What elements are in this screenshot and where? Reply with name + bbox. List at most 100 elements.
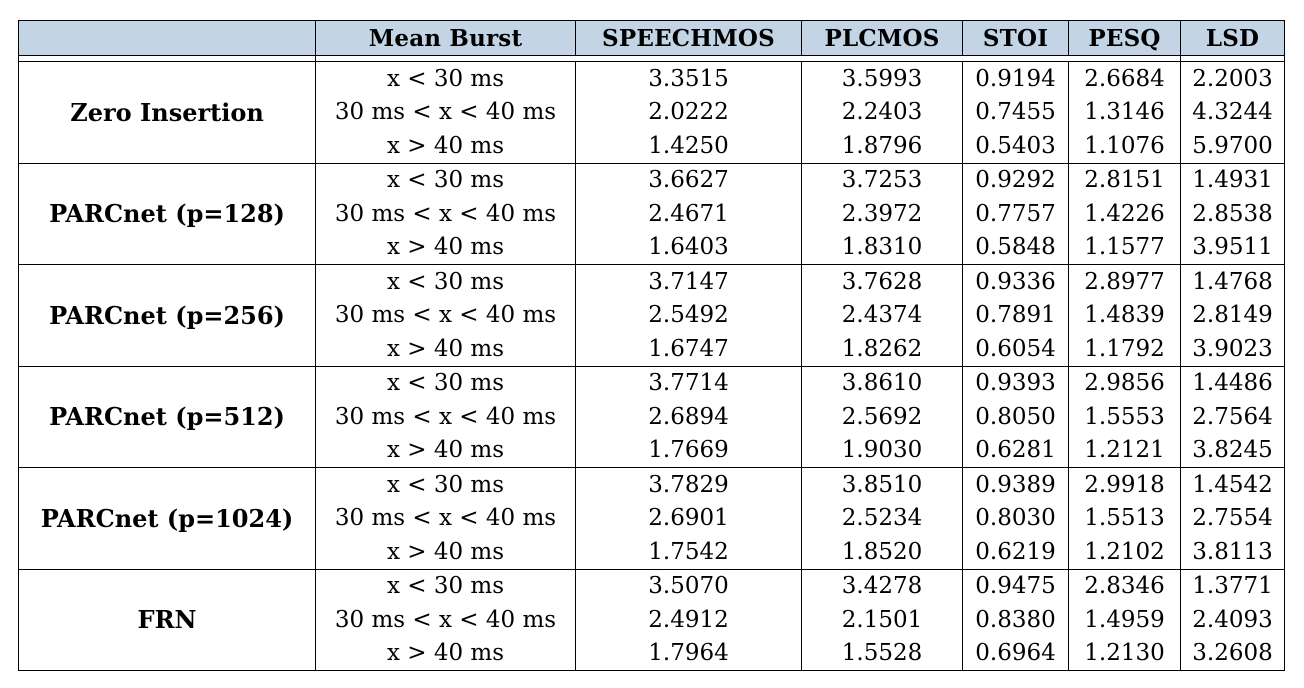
plcmos-cell: 3.7253 (801, 162, 963, 197)
method-name-cell: FRN (18, 568, 316, 671)
header-stoi: STOI (962, 20, 1069, 56)
pesq-cell: 1.3146 (1068, 95, 1181, 129)
speechmos-cell: 2.6894 (575, 400, 802, 434)
stoi-cell: 0.7757 (962, 197, 1069, 231)
pesq-cell: 1.4959 (1068, 603, 1181, 637)
pesq-cell: 1.4226 (1068, 197, 1181, 231)
stoi-cell: 0.6964 (962, 636, 1069, 671)
lsd-cell: 1.4768 (1180, 264, 1285, 299)
table-row: PARCnet (p=1024) x < 30 ms 3.7829 3.8510 0.9… (18, 467, 1285, 570)
lsd-cell: 2.4093 (1180, 603, 1285, 637)
plcmos-cell: 2.1501 (801, 603, 963, 637)
speechmos-cell: 3.7829 (575, 467, 802, 502)
mean-burst-cell: 30 ms < x < 40 ms (315, 95, 576, 129)
mean-burst-cell: 30 ms < x < 40 ms (315, 501, 576, 535)
plcmos-cell: 2.3972 (801, 197, 963, 231)
table-row: PARCnet (p=128) x < 30 ms 3.6627 3.7253 0.92… (18, 162, 1285, 265)
lsd-cell: 2.7554 (1180, 501, 1285, 535)
table-row: FRN x < 30 ms 3.5070 3.4278 0.9475 2.8346 1.37… (18, 568, 1285, 671)
mean-burst-cell: x < 30 ms (315, 365, 576, 400)
speechmos-cell: 3.7714 (575, 365, 802, 400)
table-row: x > 40 ms 1.4250 1.8796 0.5403 1.1076 5.9700 (19, 129, 1285, 164)
plcmos-cell: 1.8796 (801, 129, 963, 164)
plcmos-cell: 3.7628 (801, 264, 963, 299)
method-name-cell: PARCnet (p=128) (18, 162, 316, 265)
stoi-cell: 0.8380 (962, 603, 1069, 637)
mean-burst-cell: x > 40 ms (315, 636, 576, 671)
pesq-cell: 1.2121 (1068, 433, 1181, 468)
stoi-cell: 0.9292 (962, 162, 1069, 197)
header-mean-burst: Mean Burst (315, 20, 576, 56)
plcmos-cell: 1.8262 (801, 332, 963, 367)
speechmos-cell: 1.4250 (575, 129, 802, 164)
lsd-cell: 3.9511 (1180, 230, 1285, 265)
speechmos-cell: 1.6747 (575, 332, 802, 367)
pesq-cell: 1.1792 (1068, 332, 1181, 367)
plcmos-cell: 2.2403 (801, 95, 963, 129)
pesq-cell: 2.9856 (1068, 365, 1181, 400)
mean-burst-cell: 30 ms < x < 40 ms (315, 400, 576, 434)
pesq-cell: 2.6684 (1068, 61, 1181, 96)
lsd-cell: 1.4486 (1180, 365, 1285, 400)
mean-burst-cell: x > 40 ms (315, 129, 576, 164)
stoi-cell: 0.9194 (962, 61, 1069, 96)
method-name-cell: PARCnet (p=512) (18, 365, 316, 468)
table-row: PARCnet (p=512) x < 30 ms 3.7714 3.8610 0.93… (18, 365, 1285, 468)
speechmos-cell: 3.3515 (575, 61, 802, 96)
table-row: 30 ms < x < 40 ms 2.4912 2.1501 0.8380 1.495… (19, 603, 1285, 637)
mean-burst-cell: x < 30 ms (315, 467, 576, 502)
lsd-cell: 4.3244 (1180, 95, 1285, 129)
pesq-cell: 2.8151 (1068, 162, 1181, 197)
speechmos-cell: 1.7964 (575, 636, 802, 671)
table-row: x > 40 ms 1.7964 1.5528 0.6964 1.2130 3.2608 (19, 636, 1285, 671)
results-table: Mean Burst SPEECHMOS PLCMOS STOI PESQ LS… (18, 20, 1285, 671)
lsd-cell: 1.4542 (1180, 467, 1285, 502)
plcmos-cell: 2.5234 (801, 501, 963, 535)
speechmos-cell: 1.7542 (575, 535, 802, 570)
stoi-cell: 0.5403 (962, 129, 1069, 164)
header-method (18, 20, 316, 56)
header-lsd: LSD (1180, 20, 1285, 56)
plcmos-cell: 1.8310 (801, 230, 963, 265)
lsd-cell: 5.9700 (1180, 129, 1285, 164)
mean-burst-cell: x < 30 ms (315, 61, 576, 96)
speechmos-cell: 2.6901 (575, 501, 802, 535)
mean-burst-cell: 30 ms < x < 40 ms (315, 603, 576, 637)
stoi-cell: 0.7455 (962, 95, 1069, 129)
lsd-cell: 2.8149 (1180, 298, 1285, 332)
mean-burst-cell: x < 30 ms (315, 264, 576, 299)
plcmos-cell: 3.8610 (801, 365, 963, 400)
pesq-cell: 1.2130 (1068, 636, 1181, 671)
speechmos-cell: 1.7669 (575, 433, 802, 468)
mean-burst-cell: x < 30 ms (315, 162, 576, 197)
stoi-cell: 0.6219 (962, 535, 1069, 570)
results-table-container: Mean Burst SPEECHMOS PLCMOS STOI PESQ LS… (18, 20, 1285, 671)
pesq-cell: 1.5513 (1068, 501, 1181, 535)
table-row: 30 ms < x < 40 ms 2.6901 2.5234 0.8030 1.551… (19, 501, 1285, 535)
table-row: 30 ms < x < 40 ms 2.4671 2.3972 0.7757 1.422… (19, 197, 1285, 231)
header-gap (18, 55, 1285, 62)
pesq-cell: 2.8977 (1068, 264, 1181, 299)
plcmos-cell: 2.4374 (801, 298, 963, 332)
table-row: 30 ms < x < 40 ms 2.0222 2.2403 0.7455 1.314… (19, 95, 1285, 129)
header-pesq: PESQ (1068, 20, 1181, 56)
mean-burst-cell: x > 40 ms (315, 332, 576, 367)
method-name-cell: PARCnet (p=1024) (18, 467, 316, 570)
pesq-cell: 1.1076 (1068, 129, 1181, 164)
table-row: x > 40 ms 1.6403 1.8310 0.5848 1.1577 3.9511 (19, 230, 1285, 265)
plcmos-cell: 3.8510 (801, 467, 963, 502)
pesq-cell: 1.4839 (1068, 298, 1181, 332)
table-row: x > 40 ms 1.7542 1.8520 0.6219 1.2102 3.8113 (19, 535, 1285, 570)
pesq-cell: 2.8346 (1068, 568, 1181, 603)
table-row: 30 ms < x < 40 ms 2.6894 2.5692 0.8050 1.555… (19, 400, 1285, 434)
table-row: Zero Insertion x < 30 ms 3.3515 3.5993 0.919… (18, 61, 1285, 164)
pesq-cell: 1.1577 (1068, 230, 1181, 265)
plcmos-cell: 3.5993 (801, 61, 963, 96)
mean-burst-cell: x > 40 ms (315, 535, 576, 570)
stoi-cell: 0.9336 (962, 264, 1069, 299)
lsd-cell: 3.2608 (1180, 636, 1285, 671)
plcmos-cell: 1.8520 (801, 535, 963, 570)
mean-burst-cell: 30 ms < x < 40 ms (315, 197, 576, 231)
mean-burst-cell: x > 40 ms (315, 230, 576, 265)
header-plcmos: PLCMOS (801, 20, 963, 56)
